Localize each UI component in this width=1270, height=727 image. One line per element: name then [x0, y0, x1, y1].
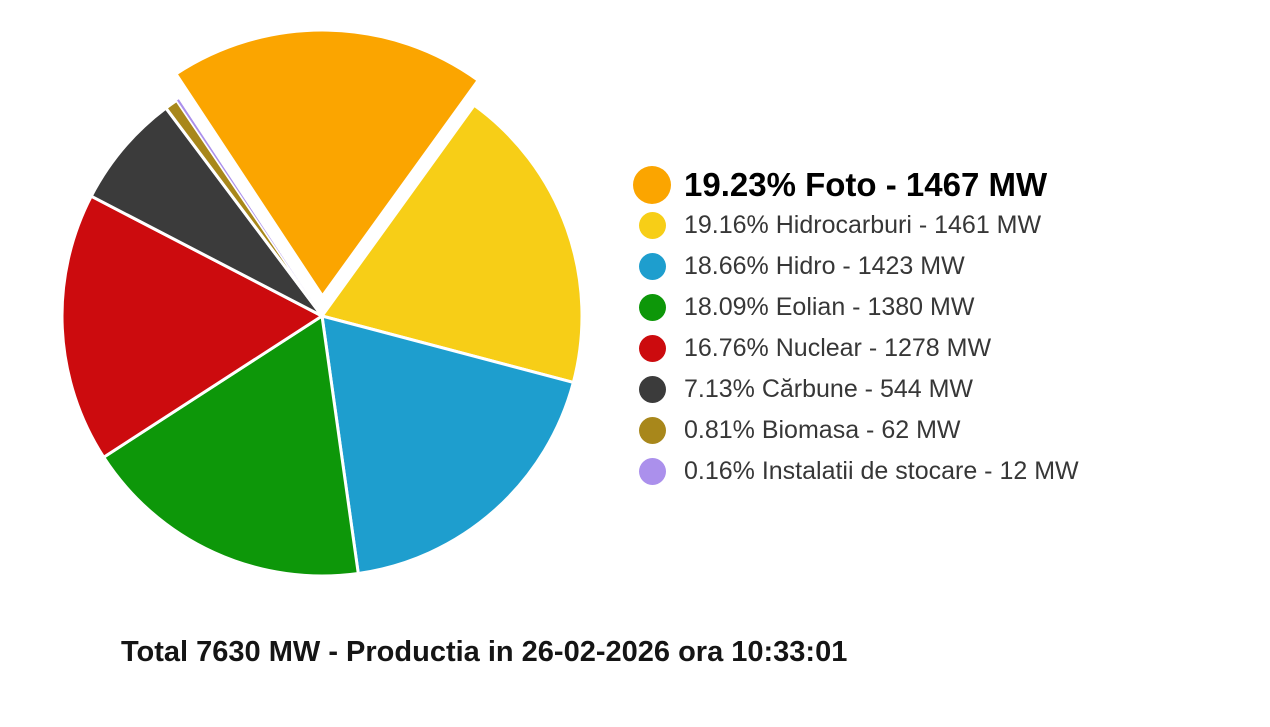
- pie-slice-carbune[interactable]: [89, 106, 324, 318]
- legend: 19.23% Foto - 1467 MW 19.16% Hidrocarburi…: [630, 164, 1079, 492]
- total-production-label: Total 7630 MW - Productia in 26-02-2026 …: [121, 636, 848, 668]
- pie-slice-hidrocarburi[interactable]: [320, 103, 584, 384]
- legend-dot-cell: [630, 212, 674, 239]
- legend-color-dot-icon: [633, 165, 671, 204]
- legend-item-hidro[interactable]: 18.66% Hidro - 1423 MW: [630, 246, 1079, 287]
- legend-item-nuclear[interactable]: 16.76% Nuclear - 1278 MW: [630, 328, 1079, 369]
- legend-dot-cell: [630, 165, 674, 204]
- legend-color-dot-icon: [638, 294, 666, 321]
- pie-slice-nuclear[interactable]: [60, 194, 324, 459]
- legend-item-label: 19.23% Foto - 1467 MW: [684, 165, 1048, 203]
- legend-color-dot-icon: [638, 376, 666, 403]
- legend-dot-cell: [630, 417, 674, 444]
- pie-slice-hidro[interactable]: [320, 314, 575, 575]
- legend-color-dot-icon: [638, 458, 666, 485]
- pie-slice-instalatii-de-stocare[interactable]: [176, 98, 323, 317]
- legend-color-dot-icon: [638, 253, 666, 280]
- legend-item-label: 0.16% Instalatii de stocare - 12 MW: [684, 457, 1079, 485]
- legend-item-carbune[interactable]: 7.13% Cărbune - 544 MW: [630, 369, 1079, 410]
- legend-item-instalatii-de-stocare[interactable]: 0.16% Instalatii de stocare - 12 MW: [630, 451, 1079, 492]
- legend-dot-cell: [630, 253, 674, 280]
- pie-chart: [60, 28, 584, 578]
- legend-color-dot-icon: [638, 335, 666, 362]
- pie-slice-eolian[interactable]: [102, 314, 360, 578]
- legend-dot-cell: [630, 458, 674, 485]
- legend-item-label: 7.13% Cărbune - 544 MW: [684, 375, 974, 403]
- legend-item-label: 18.66% Hidro - 1423 MW: [684, 252, 965, 280]
- legend-item-label: 16.76% Nuclear - 1278 MW: [684, 334, 992, 362]
- pie-slice-foto[interactable]: [174, 28, 480, 298]
- legend-dot-cell: [630, 294, 674, 321]
- legend-dot-cell: [630, 376, 674, 403]
- legend-item-biomasa[interactable]: 0.81% Biomasa - 62 MW: [630, 410, 1079, 451]
- legend-item-label: 18.09% Eolian - 1380 MW: [684, 293, 975, 321]
- legend-item-foto[interactable]: 19.23% Foto - 1467 MW: [630, 164, 1079, 205]
- legend-color-dot-icon: [638, 212, 666, 239]
- legend-item-eolian[interactable]: 18.09% Eolian - 1380 MW: [630, 287, 1079, 328]
- legend-item-label: 19.16% Hidrocarburi - 1461 MW: [684, 211, 1042, 239]
- legend-color-dot-icon: [638, 417, 666, 444]
- legend-item-label: 0.81% Biomasa - 62 MW: [684, 416, 961, 444]
- legend-item-hidrocarburi[interactable]: 19.16% Hidrocarburi - 1461 MW: [630, 205, 1079, 246]
- legend-dot-cell: [630, 335, 674, 362]
